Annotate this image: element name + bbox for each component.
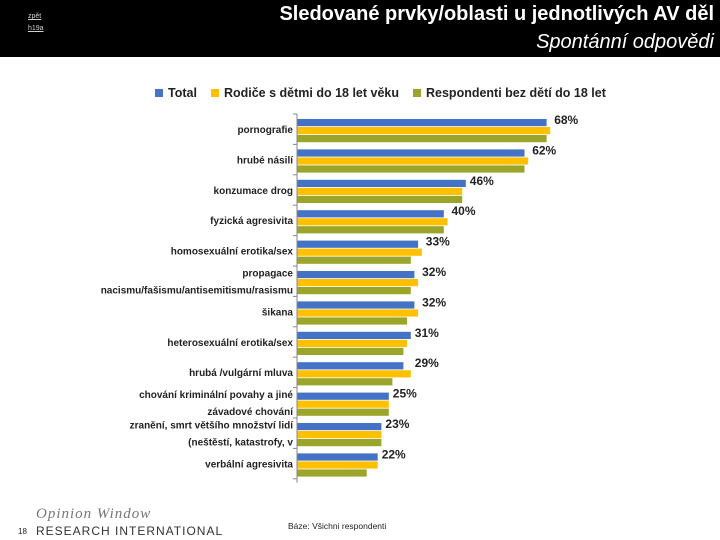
page-number: 18 bbox=[18, 527, 27, 536]
data-label: 68% bbox=[554, 113, 578, 127]
legend-label-parents: Rodiče s dětmi do 18 let věku bbox=[223, 86, 399, 100]
category-label: homosexuální erotika/sex bbox=[171, 247, 294, 258]
category-label: pornografie bbox=[237, 125, 293, 136]
category-label: (neštěstí, katastrofy, v bbox=[188, 438, 293, 449]
legend-item-total: Total bbox=[155, 86, 197, 100]
data-label: 29% bbox=[415, 356, 439, 370]
bar-total bbox=[297, 119, 547, 127]
bar-parents bbox=[297, 431, 382, 439]
bar-total bbox=[297, 179, 466, 187]
logo-opinion-window: Opinion Window bbox=[36, 506, 152, 522]
bar-parents bbox=[297, 309, 419, 317]
data-label: 25% bbox=[393, 387, 417, 401]
bar-total bbox=[297, 240, 419, 248]
category-label: šikana bbox=[262, 307, 294, 318]
bar-parents bbox=[297, 248, 422, 256]
chart-legend: Total Rodiče s dětmi do 18 let věku Resp… bbox=[155, 86, 606, 100]
data-label: 22% bbox=[382, 447, 406, 461]
data-label: 31% bbox=[415, 326, 439, 340]
bar-nochildren bbox=[297, 135, 547, 143]
slide-title: Sledované prvky/oblasti u jednotlivých A… bbox=[279, 3, 714, 25]
bar-nochildren bbox=[297, 378, 393, 386]
bar-parents bbox=[297, 461, 378, 469]
bar-nochildren bbox=[297, 317, 408, 325]
bar-total bbox=[297, 271, 415, 279]
legend-label-nochildren: Respondenti bez dětí do 18 let bbox=[426, 86, 606, 100]
bar-parents bbox=[297, 157, 529, 165]
slide-link[interactable]: h19a bbox=[28, 25, 44, 32]
category-label: hrubé násilí bbox=[237, 155, 294, 166]
slide-subtitle: Spontánní odpovědi bbox=[536, 31, 714, 53]
bar-parents bbox=[297, 339, 408, 347]
data-label: 32% bbox=[422, 295, 446, 309]
category-label: konzumace drog bbox=[214, 186, 293, 197]
bar-total bbox=[297, 210, 444, 218]
bar-total bbox=[297, 453, 378, 461]
data-label: 23% bbox=[385, 417, 409, 431]
bar-parents bbox=[297, 127, 551, 135]
bar-total bbox=[297, 423, 382, 431]
bar-nochildren bbox=[297, 226, 444, 234]
bar-total bbox=[297, 362, 404, 370]
category-label: nacismu/fašismu/antisemitismu/rasismu bbox=[101, 286, 293, 297]
legend-swatch-total bbox=[155, 89, 163, 97]
bar-nochildren bbox=[297, 256, 411, 264]
legend-label-total: Total bbox=[168, 86, 197, 100]
bar-nochildren bbox=[297, 195, 463, 203]
header-bar: zpět h19a Sledované prvky/oblasti u jedn… bbox=[0, 0, 720, 57]
category-label: propagace bbox=[242, 269, 293, 280]
bar-parents bbox=[297, 187, 463, 195]
data-label: 40% bbox=[452, 204, 476, 218]
bar-nochildren bbox=[297, 165, 525, 173]
bar-total bbox=[297, 392, 389, 400]
data-label: 62% bbox=[532, 143, 556, 157]
bar-parents bbox=[297, 400, 389, 408]
bar-nochildren bbox=[297, 439, 382, 447]
category-label: hrubá /vulgární mluva bbox=[189, 368, 293, 379]
category-label: fyzická agresivita bbox=[210, 216, 293, 227]
category-label: závadové chování bbox=[207, 407, 294, 418]
data-label: 33% bbox=[426, 235, 450, 249]
base-note: Báze: Všichni respondenti bbox=[288, 521, 387, 531]
back-link[interactable]: zpět bbox=[28, 13, 42, 20]
data-label: 46% bbox=[470, 174, 494, 188]
legend-swatch-nochildren bbox=[413, 89, 421, 97]
legend-swatch-parents bbox=[210, 89, 219, 97]
bar-parents bbox=[297, 279, 419, 287]
legend-item-nochildren: Respondenti bez dětí do 18 let bbox=[413, 86, 606, 100]
category-label: chování kriminální povahy a jiné bbox=[139, 390, 293, 401]
bar-nochildren bbox=[297, 408, 389, 416]
legend-item-parents: Rodiče s dětmi do 18 let věku bbox=[210, 86, 399, 100]
bar-total bbox=[297, 149, 525, 157]
bar-parents bbox=[297, 370, 411, 378]
logo-research-international: RESEARCH INTERNATIONAL bbox=[36, 524, 224, 538]
category-label: heterosexuální erotika/sex bbox=[167, 338, 293, 349]
data-label: 32% bbox=[422, 265, 446, 279]
category-label: verbální agresivita bbox=[205, 459, 293, 470]
bar-parents bbox=[297, 218, 448, 226]
bar-nochildren bbox=[297, 469, 367, 477]
bar-nochildren bbox=[297, 287, 411, 295]
category-label: zranění, smrt většího množství lidí bbox=[130, 421, 295, 432]
bar-nochildren bbox=[297, 347, 404, 355]
bar-total bbox=[297, 301, 415, 309]
bar-total bbox=[297, 331, 411, 339]
